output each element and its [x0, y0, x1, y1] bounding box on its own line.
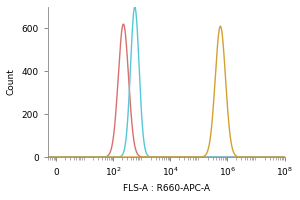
Y-axis label: Count: Count: [7, 69, 16, 95]
X-axis label: FLS-A : R660-APC-A: FLS-A : R660-APC-A: [123, 184, 210, 193]
